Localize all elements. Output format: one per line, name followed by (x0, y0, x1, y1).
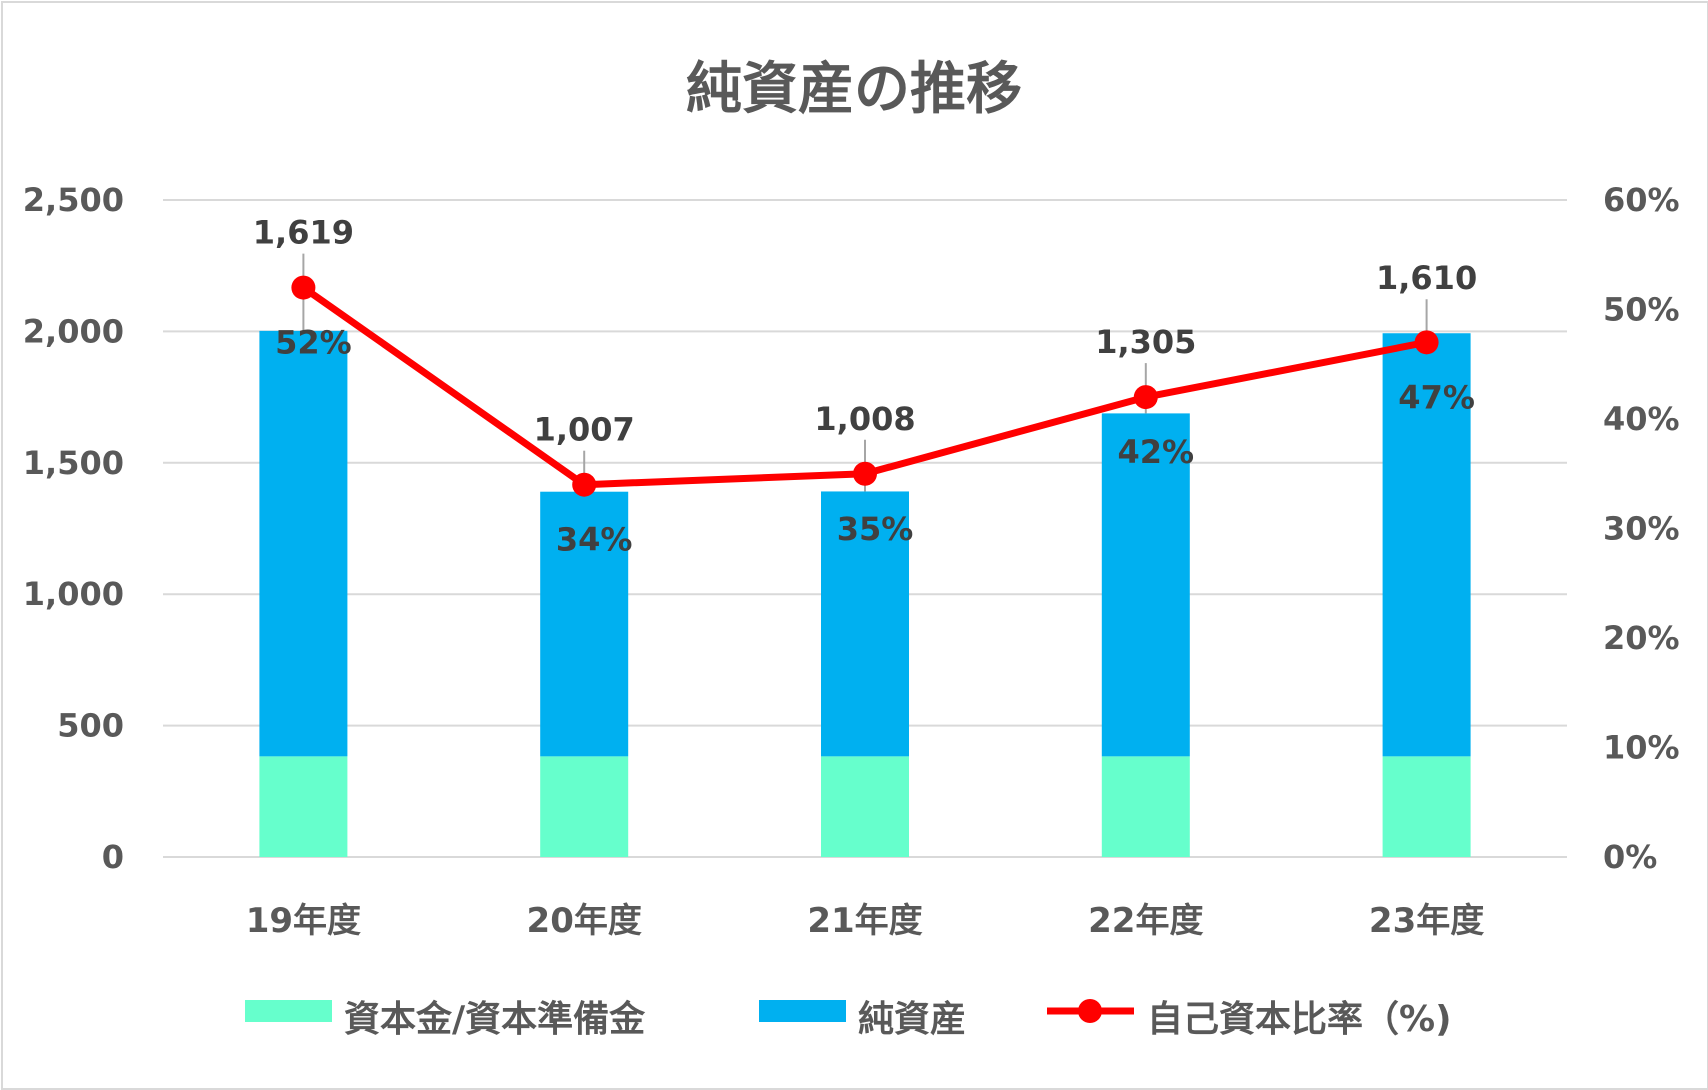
bar-net-assets (259, 330, 348, 757)
category-label: 22年度 (1088, 901, 1203, 941)
right-tick-label: 50% (1603, 291, 1680, 329)
bar-capital (540, 756, 629, 857)
ratio-point (853, 461, 877, 486)
right-tick-label: 20% (1603, 619, 1680, 657)
left-tick-label: 0 (102, 838, 124, 876)
legend-label-capital: 資本金/資本準備金 (344, 998, 646, 1040)
net-assets-value-label: 1,008 (814, 400, 915, 438)
left-tick-label: 1,000 (23, 575, 124, 613)
net-assets-value-label: 1,619 (253, 214, 354, 252)
ratio-value-label: 52% (275, 324, 352, 362)
ratio-point (572, 472, 597, 497)
right-tick-label: 0% (1603, 838, 1657, 876)
bar-net-assets (540, 491, 629, 757)
bar-capital (1382, 756, 1471, 857)
category-labels: 19年度 20年度 21年度 22年度 23年度 (246, 901, 1485, 941)
left-tick-label: 2,000 (23, 312, 124, 350)
data-labels: 1,619 1,007 1,008 1,305 1,610 52% 34% 35% 42% 47% (253, 214, 1477, 559)
gridlines (163, 199, 1567, 858)
left-tick-label: 2,500 (23, 181, 124, 219)
legend-marker-ratio (1078, 999, 1102, 1023)
bar-net-assets (821, 491, 909, 757)
right-tick-label: 40% (1603, 400, 1680, 438)
right-tick-label: 60% (1603, 181, 1680, 219)
bar-capital (259, 756, 348, 857)
chart-title: 純資産の推移 (686, 57, 1022, 122)
ratio-value-label: 34% (556, 521, 633, 559)
ratio-value-label: 35% (837, 510, 914, 548)
net-assets-value-label: 1,610 (1376, 259, 1477, 297)
legend: 資本金/資本準備金 純資産 自己資本比率（%) (245, 998, 1452, 1040)
bar-capital (1101, 756, 1190, 857)
bar-net-assets (1101, 413, 1190, 757)
ratio-value-label: 42% (1118, 433, 1195, 471)
ratio-line (291, 275, 1439, 497)
left-tick-label: 500 (57, 707, 124, 745)
left-axis-ticks: 0 500 1,000 1,500 2,000 2,500 (23, 181, 124, 876)
ratio-point (1414, 330, 1439, 355)
legend-swatch-capital (245, 1000, 332, 1022)
category-label: 23年度 (1369, 901, 1484, 941)
bars (259, 330, 1471, 857)
ratio-value-label: 47% (1398, 378, 1475, 416)
category-label: 20年度 (527, 901, 642, 941)
right-tick-label: 10% (1603, 729, 1680, 767)
ratio-point (291, 275, 316, 300)
legend-swatch-net-assets (759, 1000, 846, 1022)
right-axis-ticks: 0% 10% 20% 30% 40% 50% 60% (1603, 181, 1680, 876)
bar-capital (821, 756, 909, 857)
category-label: 19年度 (246, 901, 361, 941)
ratio-point (1133, 385, 1158, 410)
net-assets-value-label: 1,305 (1095, 323, 1196, 361)
category-label: 21年度 (807, 901, 922, 941)
right-tick-label: 30% (1603, 510, 1680, 548)
legend-label-ratio: 自己資本比率（%) (1147, 999, 1452, 1040)
legend-label-net-assets: 純資産 (858, 999, 966, 1040)
left-tick-label: 1,500 (23, 444, 124, 482)
net-assets-value-label: 1,007 (534, 411, 635, 449)
bar-net-assets (1382, 333, 1471, 757)
